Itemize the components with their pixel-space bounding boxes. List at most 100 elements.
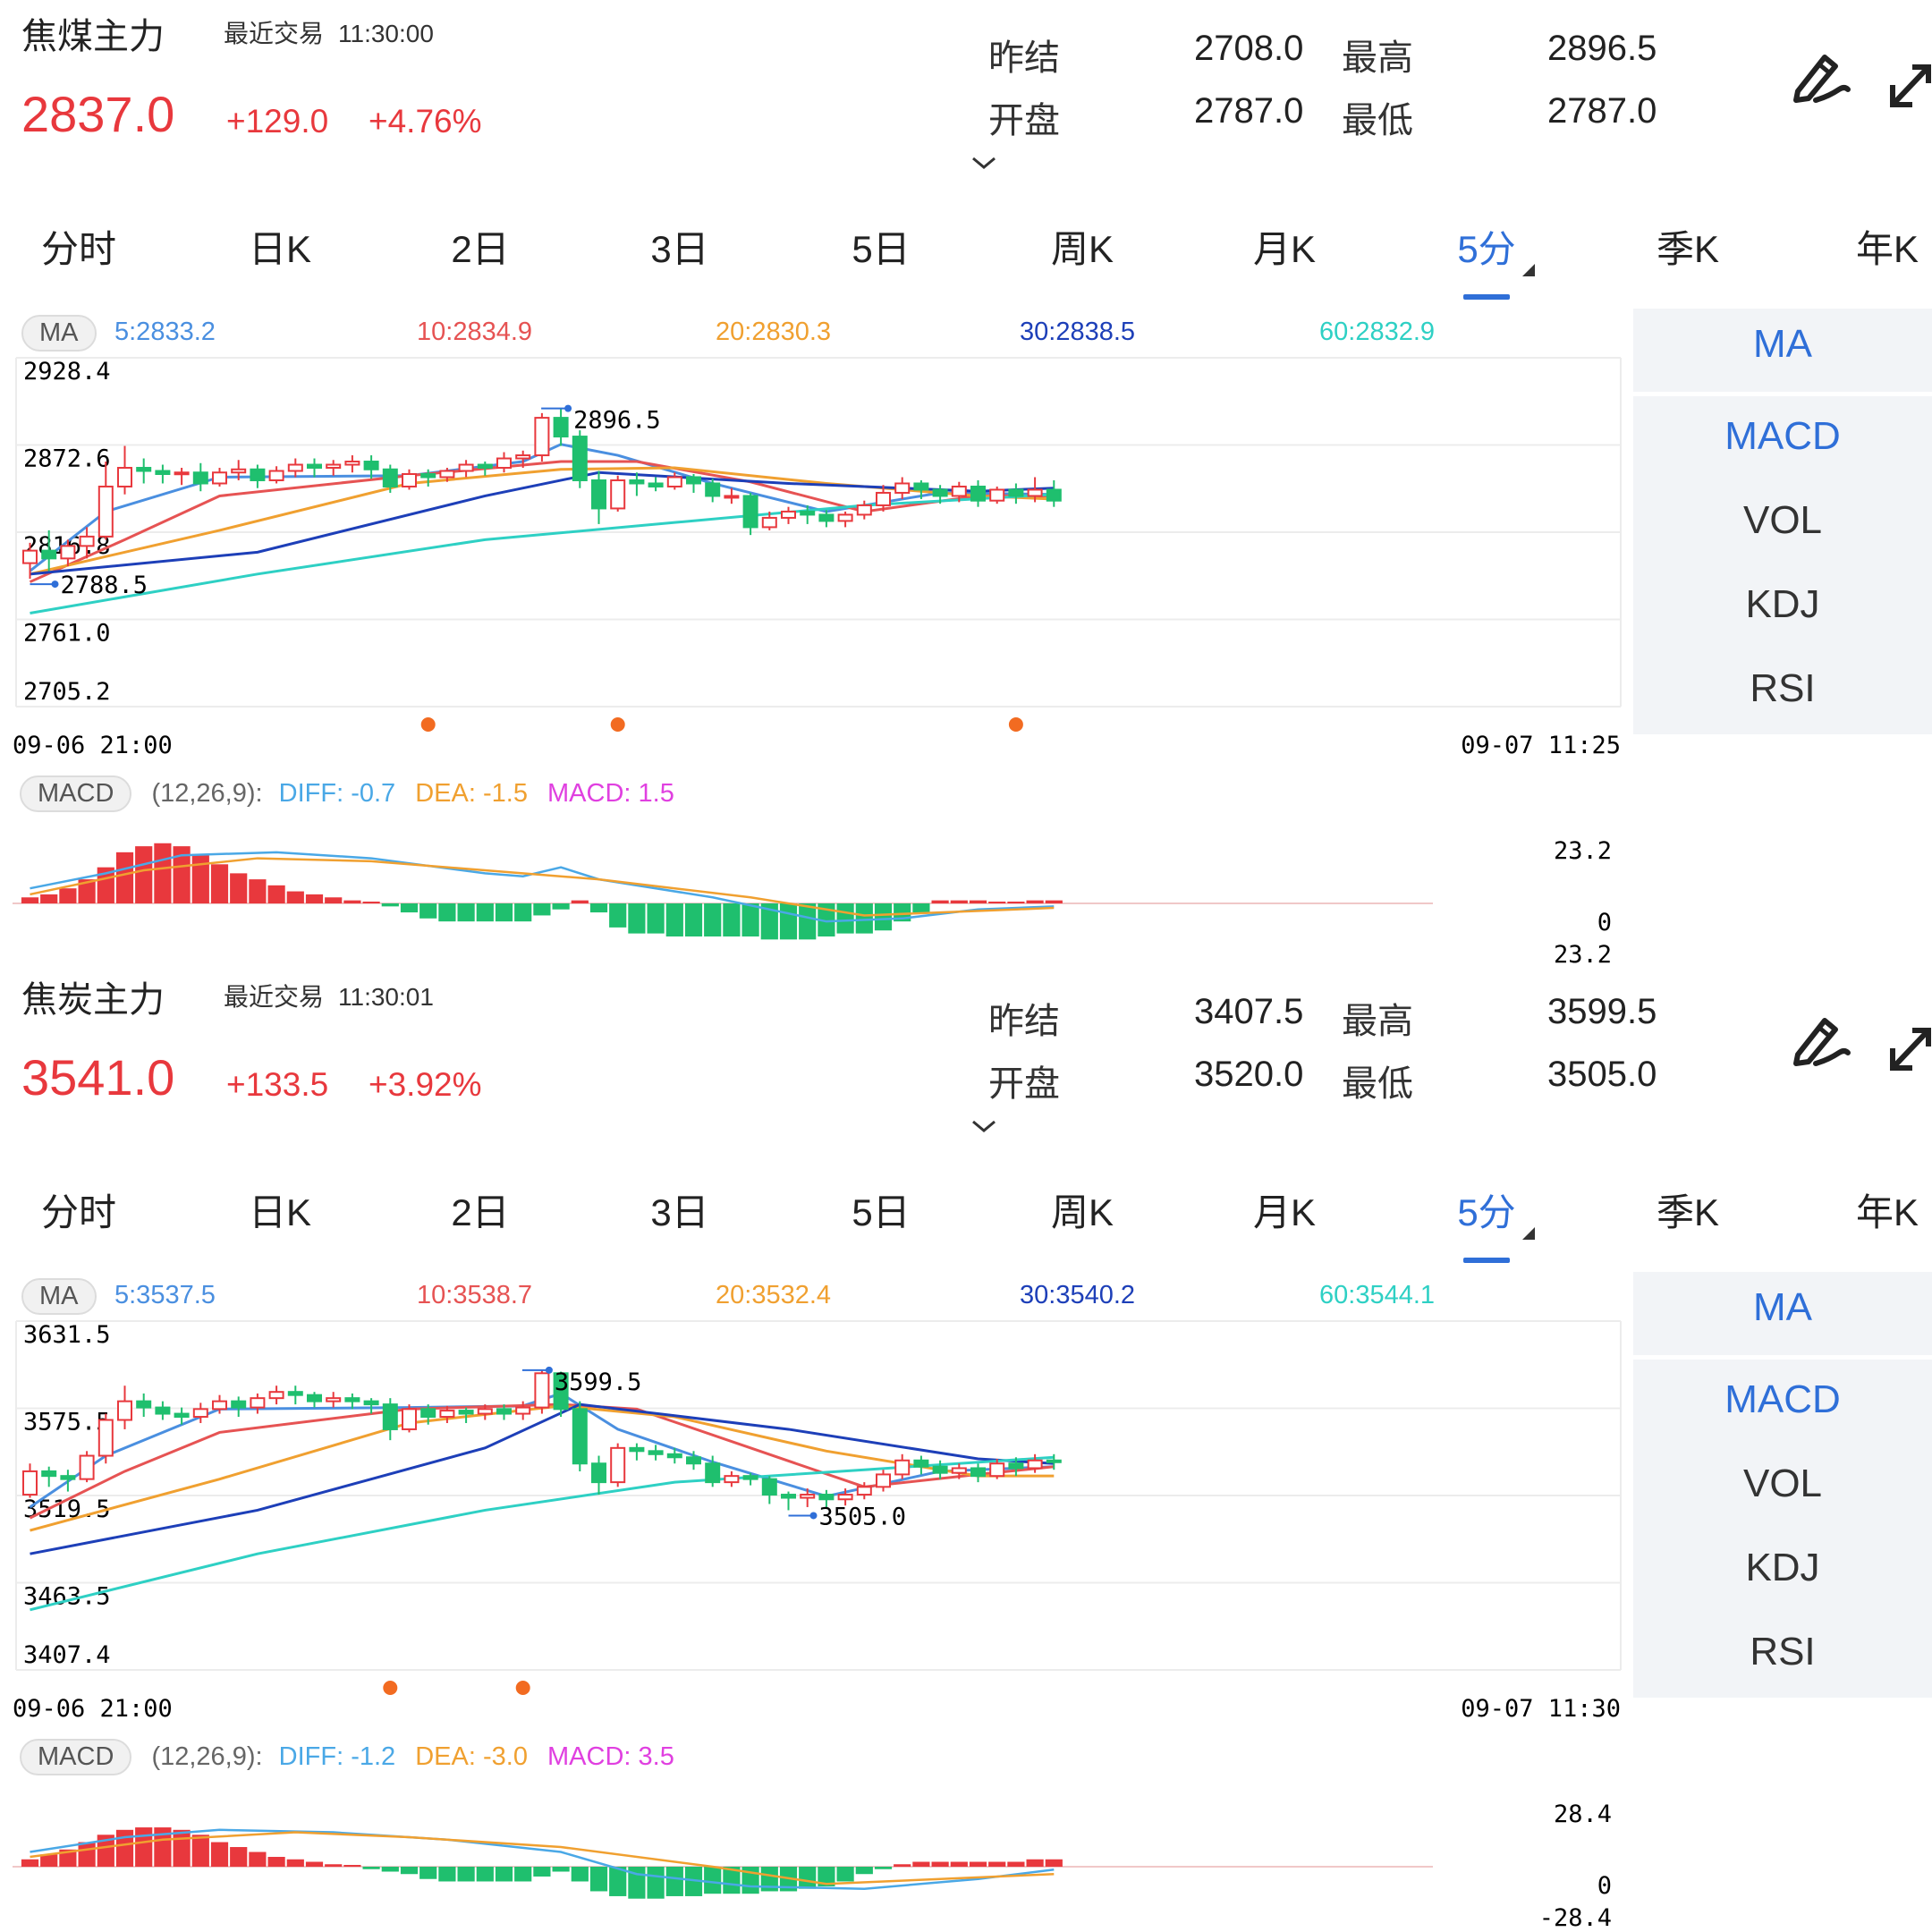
macd-bar [950, 900, 968, 903]
tab-2[interactable]: 2日 [451, 228, 510, 270]
tab-7[interactable]: 5分 [1457, 228, 1516, 270]
side-menu-rsi[interactable]: RSI [1750, 1630, 1816, 1674]
side-menu-kdj[interactable]: KDJ [1745, 582, 1820, 626]
event-dot[interactable] [1008, 717, 1023, 732]
kline-chart[interactable]: 3631.53575.53519.53463.53407.43599.53505… [0, 963, 1932, 1927]
x-start-label: 09-06 21:00 [13, 732, 173, 759]
contract-name[interactable]: 焦煤主力 [21, 17, 165, 56]
tab-2[interactable]: 2日 [451, 1191, 510, 1233]
side-menu-kdj[interactable]: KDJ [1745, 1546, 1820, 1589]
tab-6[interactable]: 月K [1252, 1191, 1317, 1233]
macd-badge[interactable]: MACD [20, 775, 132, 812]
candle [60, 539, 76, 567]
macd-bar [457, 903, 475, 922]
tab-5[interactable]: 周K [1050, 228, 1114, 270]
macd-bar [799, 903, 817, 940]
tab-3[interactable]: 3日 [650, 228, 709, 270]
expand-stats-chevron-icon[interactable] [970, 1117, 997, 1135]
y-tick-label: 2705.2 [23, 678, 111, 706]
macd-bar [400, 903, 419, 913]
tab-dropdown-corner-icon[interactable] [1522, 264, 1535, 276]
macd-bar [533, 1867, 551, 1877]
macd-bar [154, 1827, 172, 1867]
side-menu-ma[interactable]: MA [1753, 1285, 1812, 1329]
macd-bar [438, 1867, 456, 1882]
tab-3[interactable]: 3日 [650, 1191, 709, 1233]
macd-badge[interactable]: MACD [20, 1739, 132, 1775]
active-tab-underline [1463, 294, 1510, 300]
fullscreen-expand-icon[interactable] [1887, 1013, 1932, 1075]
candle [648, 1445, 664, 1461]
macd-dea-line [30, 857, 1055, 917]
side-menu-macd[interactable]: MACD [1724, 1377, 1841, 1421]
macd-bar [533, 903, 551, 916]
candle [363, 1398, 379, 1414]
recent-trade: 最近交易 11:30:01 [224, 978, 434, 1013]
event-dot[interactable] [420, 717, 436, 732]
ma-badge[interactable]: MA [21, 1278, 97, 1315]
tab-4[interactable]: 5日 [852, 228, 911, 270]
pen-draw-icon[interactable] [1789, 45, 1852, 107]
macd-bar [589, 1867, 608, 1892]
macd-bar [135, 846, 153, 903]
macd-dea: DEA: -1.5 [415, 779, 528, 808]
tab-8[interactable]: 季K [1656, 228, 1720, 270]
fullscreen-expand-icon[interactable] [1887, 49, 1932, 112]
macd-bar [514, 1867, 532, 1882]
macd-axis-zero: 0 [1597, 909, 1612, 936]
candle [951, 1463, 967, 1479]
candle [287, 1385, 303, 1405]
y-tick-label: 2872.6 [23, 445, 111, 473]
side-menu-macd[interactable]: MACD [1724, 414, 1841, 458]
candle [591, 470, 606, 524]
candle [837, 511, 853, 528]
ma-badge[interactable]: MA [21, 315, 97, 352]
side-indicator-bg [1633, 1360, 1932, 1698]
tab-6[interactable]: 月K [1252, 228, 1317, 270]
tab-5[interactable]: 周K [1050, 1191, 1114, 1233]
contract-name[interactable]: 焦炭主力 [21, 980, 165, 1020]
period-tabs: 分时 日K 2日 3日 5日 周K 月K 5分 季K 年K [0, 219, 1932, 300]
tab-dropdown-corner-icon[interactable] [1522, 1227, 1535, 1240]
ma-line-10 [29, 460, 1055, 583]
tab-1[interactable]: 日K [248, 228, 312, 270]
event-dot[interactable] [610, 717, 625, 732]
kline-chart[interactable]: 2928.42872.62816.82761.02705.22896.52788… [0, 0, 1932, 963]
side-menu-vol[interactable]: VOL [1742, 1462, 1823, 1505]
candle [382, 464, 398, 493]
macd-bar [950, 1861, 968, 1867]
tab-8[interactable]: 季K [1656, 1191, 1720, 1233]
y-tick-label: 3575.5 [23, 1409, 111, 1436]
tab-0[interactable]: 分时 [40, 1191, 117, 1233]
open-label: 开盘 [988, 1064, 1060, 1104]
tab-7[interactable]: 5分 [1457, 1191, 1516, 1233]
candle [41, 530, 57, 572]
candle [837, 1488, 853, 1506]
side-menu-vol[interactable]: VOL [1742, 498, 1823, 542]
macd-bar [59, 1849, 77, 1867]
tab-1[interactable]: 日K [248, 1191, 312, 1233]
macd-bar [1007, 902, 1025, 903]
expand-stats-chevron-icon[interactable] [970, 154, 997, 172]
macd-bar [684, 1867, 703, 1896]
side-ma-bg [1633, 309, 1932, 392]
prev-settle-value: 2708.0 [1194, 29, 1304, 68]
low-value: 3505.0 [1547, 1055, 1657, 1094]
side-menu-ma[interactable]: MA [1753, 322, 1812, 366]
candle [212, 1394, 227, 1414]
macd-bar [1007, 1861, 1025, 1867]
candle [989, 486, 1005, 504]
macd-bar [173, 1829, 191, 1867]
event-dot[interactable] [515, 1681, 530, 1695]
tab-9[interactable]: 年K [1855, 1191, 1919, 1233]
candle [629, 1443, 645, 1461]
candle [1008, 483, 1024, 504]
macd-bar [78, 1842, 96, 1867]
tab-9[interactable]: 年K [1855, 228, 1919, 270]
pen-draw-icon[interactable] [1789, 1008, 1852, 1071]
side-menu-rsi[interactable]: RSI [1750, 666, 1816, 710]
tab-4[interactable]: 5日 [852, 1191, 911, 1233]
ma-legend-item: 60:2832.9 [1319, 318, 1436, 346]
event-dot[interactable] [383, 1681, 398, 1695]
tab-0[interactable]: 分时 [40, 228, 117, 270]
